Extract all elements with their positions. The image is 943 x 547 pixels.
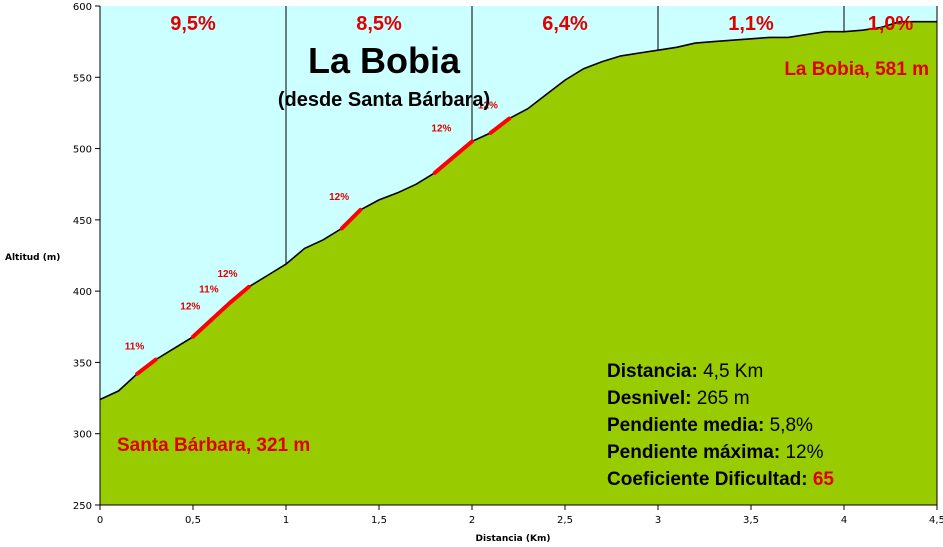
- y-tick-label: 250: [73, 501, 92, 512]
- y-tick-label: 500: [73, 145, 92, 156]
- chart-title: La Bobia: [308, 40, 461, 81]
- stat-value: 4,5 Km: [703, 361, 763, 382]
- steep-sections: 11% 12% 11% 12% 12% 12% 12%: [125, 101, 512, 376]
- steep-section-mark: [209, 300, 233, 322]
- steep-section-label: 12%: [217, 269, 237, 280]
- x-tick-label: 0,5: [185, 515, 201, 526]
- steep-section-label: 11%: [125, 342, 145, 353]
- stat-key: Desnivel:: [607, 388, 697, 409]
- steep-section-label: 12%: [180, 302, 200, 313]
- segment-gradient-label: 1,0%: [868, 13, 914, 35]
- y-tick-label: 600: [73, 2, 92, 13]
- stat-key: Distancia:: [607, 361, 703, 382]
- stat-key: Pendiente máxima:: [607, 442, 785, 463]
- stat-line: Pendiente media: 5,8%: [607, 415, 813, 436]
- steep-section-mark: [228, 284, 251, 305]
- stat-line: Pendiente máxima: 12%: [607, 442, 824, 463]
- y-tick-label: 400: [73, 287, 92, 298]
- segment-gradient-labels: 9,5% 8,5% 6,4% 1,1% 1,0%: [170, 13, 913, 35]
- segment-gradient-label: 9,5%: [170, 13, 216, 35]
- stat-value: 265 m: [697, 388, 750, 409]
- segment-gradient-label: 1,1%: [728, 13, 774, 35]
- stat-value: 65: [813, 469, 835, 490]
- start-point-label: Santa Bárbara, 321 m: [117, 435, 310, 456]
- x-tick-label: 4,5: [929, 515, 943, 526]
- x-tick-label: 2: [469, 515, 475, 526]
- x-tick-label: 1: [283, 515, 289, 526]
- x-tick-label: 3: [655, 515, 661, 526]
- steep-section-mark: [191, 317, 214, 339]
- x-tick-label: 1,5: [371, 515, 387, 526]
- steep-section-mark: [339, 207, 363, 231]
- chart-subtitle: (desde Santa Bárbara): [278, 89, 490, 111]
- y-tick-label: 300: [73, 430, 92, 441]
- segment-gradient-label: 6,4%: [542, 13, 588, 35]
- steep-section-label: 12%: [478, 101, 498, 112]
- steep-section-label: 12%: [329, 192, 349, 203]
- axes: 250 300 350 400 450 500 550 600 0 0,5 1 1,5 2 2,5 3 3,5…: [73, 2, 943, 526]
- route-stats: Distancia: 4,5 Km Desnivel: 265 m Pendient…: [607, 361, 834, 490]
- steep-section-label: 11%: [199, 285, 219, 296]
- x-tick-label: 4: [841, 515, 847, 526]
- x-tick-label: 0: [97, 515, 103, 526]
- steep-section-mark: [135, 357, 158, 376]
- steep-section-label: 12%: [431, 123, 451, 134]
- end-point-label: La Bobia, 581 m: [784, 59, 929, 80]
- steep-section-mark: [488, 116, 512, 135]
- stat-key: Coeficiente Dificultad:: [607, 469, 813, 490]
- stat-line: Desnivel: 265 m: [607, 388, 750, 409]
- y-tick-label: 550: [73, 73, 92, 84]
- x-tick-label: 3,5: [743, 515, 759, 526]
- stat-key: Pendiente media:: [607, 415, 770, 436]
- x-tick-label: 2,5: [557, 515, 573, 526]
- stat-value: 5,8%: [770, 415, 813, 436]
- x-axis-title: Distancia (Km): [476, 534, 551, 544]
- stat-value: 12%: [785, 442, 823, 463]
- steep-section-mark: [432, 139, 474, 175]
- y-tick-label: 450: [73, 216, 92, 227]
- y-axis-title: Altitud (m): [5, 253, 60, 263]
- y-tick-label: 350: [73, 358, 92, 369]
- stat-line: Distancia: 4,5 Km: [607, 361, 763, 382]
- terrain-fill: [100, 21, 937, 505]
- segment-gradient-label: 8,5%: [356, 13, 402, 35]
- segment-dividers: [285, 6, 845, 265]
- stat-line: Coeficiente Dificultad: 65: [607, 469, 834, 490]
